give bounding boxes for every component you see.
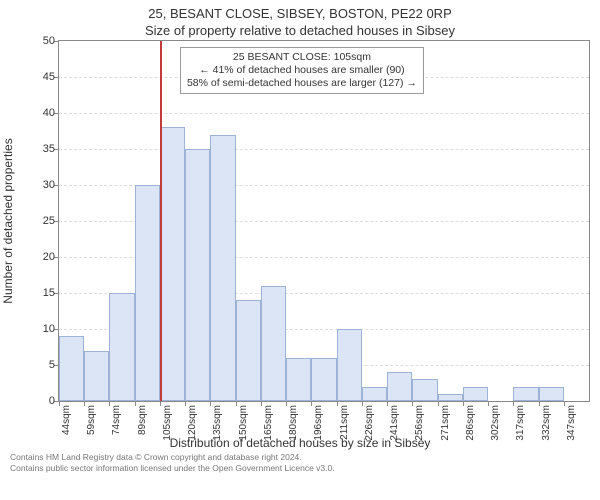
- y-tick-label: 30: [29, 179, 55, 191]
- histogram-bar: [412, 379, 437, 401]
- x-tick-mark: [387, 401, 388, 406]
- x-axis-label: Distribution of detached houses by size …: [0, 436, 600, 450]
- y-tick-label: 5: [29, 359, 55, 371]
- histogram-bar: [463, 387, 488, 401]
- chart-title-main: 25, BESANT CLOSE, SIBSEY, BOSTON, PE22 0…: [0, 0, 600, 21]
- histogram-bar: [84, 351, 109, 401]
- histogram-bar: [286, 358, 311, 401]
- histogram-bar: [513, 387, 538, 401]
- chart-title-sub: Size of property relative to detached ho…: [0, 21, 600, 40]
- annotation-box: 25 BESANT CLOSE: 105sqm← 41% of detached…: [180, 47, 424, 94]
- x-tick-label: 347sqm: [566, 405, 577, 441]
- x-tick-label: 44sqm: [61, 405, 72, 435]
- x-tick-mark: [236, 401, 237, 406]
- reference-line: [160, 41, 162, 401]
- x-tick-label: 196sqm: [313, 405, 324, 441]
- x-tick-mark: [135, 401, 136, 406]
- histogram-bar: [387, 372, 412, 401]
- x-tick-mark: [539, 401, 540, 406]
- histogram-bar: [337, 329, 362, 401]
- histogram-bar: [261, 286, 286, 401]
- histogram-bar: [210, 135, 235, 401]
- y-tick-label: 35: [29, 143, 55, 155]
- x-tick-mark: [59, 401, 60, 406]
- histogram-bar: [438, 394, 463, 401]
- y-axis-label: Number of detached properties: [1, 138, 15, 303]
- x-tick-label: 317sqm: [515, 405, 526, 441]
- y-tick-label: 25: [29, 215, 55, 227]
- annotation-line-2: ← 41% of detached houses are smaller (90…: [187, 64, 417, 77]
- x-tick-mark: [463, 401, 464, 406]
- x-tick-mark: [337, 401, 338, 406]
- histogram-bar: [135, 185, 160, 401]
- y-tick-label: 45: [29, 71, 55, 83]
- histogram-bar: [109, 293, 134, 401]
- y-tick-label: 10: [29, 323, 55, 335]
- x-tick-label: 165sqm: [263, 405, 274, 441]
- histogram-bar: [185, 149, 210, 401]
- histogram-bar: [160, 127, 185, 401]
- footer-line-1: Contains HM Land Registry data © Crown c…: [10, 452, 590, 463]
- x-tick-label: 89sqm: [137, 405, 148, 435]
- histogram-bar: [311, 358, 336, 401]
- x-tick-mark: [261, 401, 262, 406]
- x-tick-mark: [438, 401, 439, 406]
- x-tick-label: 302sqm: [490, 405, 501, 441]
- histogram-bar: [59, 336, 84, 401]
- x-tick-mark: [488, 401, 489, 406]
- annotation-line-3: 58% of semi-detached houses are larger (…: [187, 77, 417, 90]
- x-tick-label: 332sqm: [541, 405, 552, 441]
- y-grid-line: [59, 113, 589, 114]
- x-tick-label: 135sqm: [212, 405, 223, 441]
- x-tick-label: 226sqm: [364, 405, 375, 441]
- x-tick-label: 271sqm: [440, 405, 451, 441]
- x-tick-label: 59sqm: [86, 405, 97, 435]
- x-tick-mark: [362, 401, 363, 406]
- x-tick-label: 211sqm: [339, 405, 350, 440]
- x-tick-mark: [286, 401, 287, 406]
- histogram-bar: [539, 387, 564, 401]
- histogram-bar: [362, 387, 387, 401]
- x-tick-label: 256sqm: [414, 405, 425, 441]
- x-tick-label: 105sqm: [162, 405, 173, 441]
- footer-line-2: Contains public sector information licen…: [10, 463, 590, 474]
- x-tick-mark: [160, 401, 161, 406]
- y-tick-label: 0: [29, 395, 55, 407]
- y-tick-label: 20: [29, 251, 55, 263]
- y-grid-line: [59, 149, 589, 150]
- annotation-line-1: 25 BESANT CLOSE: 105sqm: [187, 51, 417, 64]
- x-tick-mark: [564, 401, 565, 406]
- x-tick-label: 150sqm: [238, 405, 249, 441]
- x-tick-label: 120sqm: [187, 405, 198, 441]
- y-tick-label: 15: [29, 287, 55, 299]
- x-tick-label: 241sqm: [389, 405, 400, 441]
- x-tick-label: 286sqm: [465, 405, 476, 441]
- y-tick-label: 50: [29, 35, 55, 47]
- chart-plot-area: 0510152025303540455044sqm59sqm74sqm89sqm…: [58, 40, 590, 402]
- footer-attribution: Contains HM Land Registry data © Crown c…: [0, 450, 600, 473]
- x-tick-label: 180sqm: [288, 405, 299, 441]
- histogram-bar: [236, 300, 261, 401]
- y-tick-label: 40: [29, 107, 55, 119]
- x-tick-label: 74sqm: [111, 405, 122, 435]
